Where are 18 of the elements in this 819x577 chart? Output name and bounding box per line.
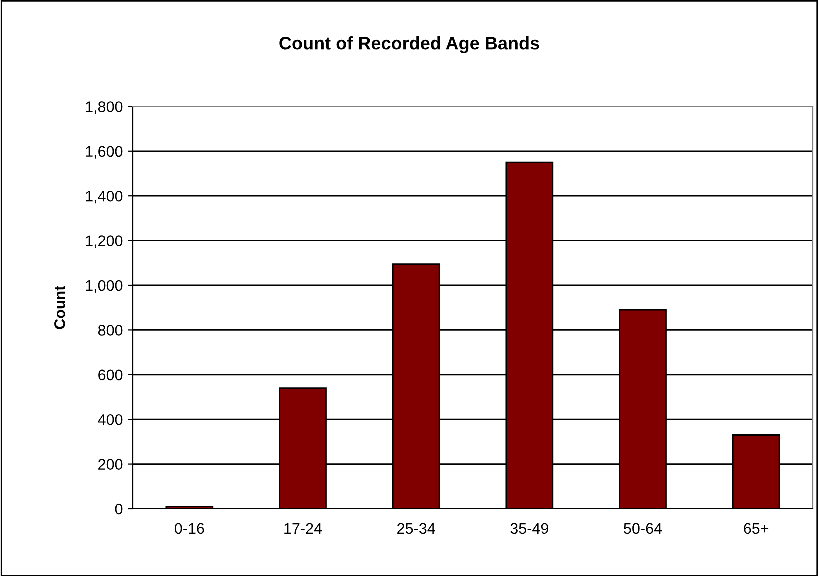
- y-tick-label: 1,000: [86, 280, 123, 293]
- y-tick-label: 400: [98, 414, 123, 426]
- y-tick-label: 600: [98, 370, 123, 381]
- y-tick-label: 0: [115, 504, 123, 515]
- y-axis-title: Count: [54, 286, 66, 330]
- x-tick-label: 35-49: [510, 523, 548, 534]
- y-tick-label: 800: [98, 325, 123, 336]
- x-tick-label: 25-34: [398, 523, 436, 534]
- y-tick-label: 200: [98, 459, 123, 470]
- y-tick-label: 1,200: [86, 236, 123, 248]
- y-tick-label: 1,600: [86, 146, 123, 159]
- y-tick-label: 1,800: [86, 102, 123, 114]
- x-tick-label: 0-16: [174, 523, 204, 534]
- x-tick-label: 17-24: [284, 523, 322, 534]
- y-tick-label: 1,400: [86, 190, 123, 204]
- x-tick-label: 50-64: [624, 523, 662, 534]
- chart-title: Count of Recorded Age Bands: [280, 36, 540, 54]
- x-tick-label: 65+: [744, 523, 769, 534]
